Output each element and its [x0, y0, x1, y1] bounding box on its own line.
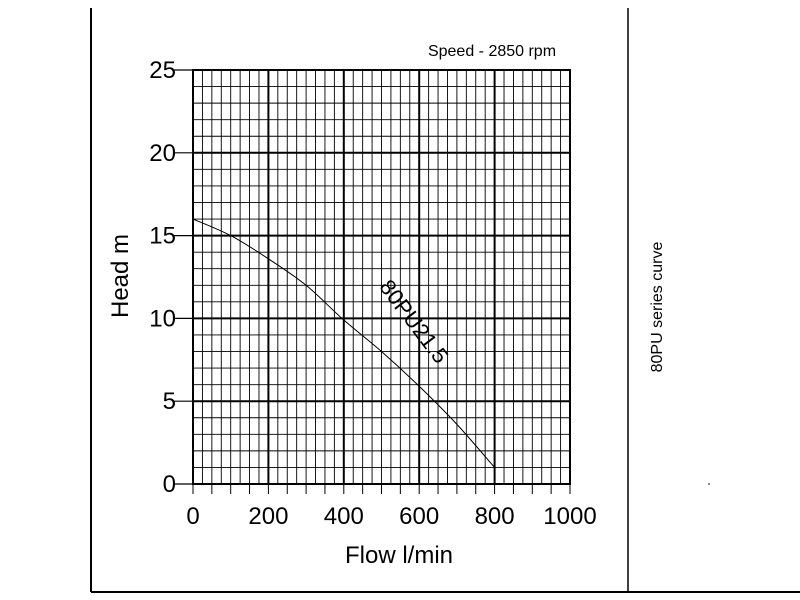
y-axis-title: Head m [107, 234, 134, 318]
series-line [192, 218, 495, 468]
side-note: 80PU series curve [649, 242, 666, 373]
x-tick-label: 400 [324, 503, 364, 530]
x-tick-label: 1000 [543, 503, 596, 530]
y-axis-ticks: 0 5 10 15 20 25 [149, 57, 193, 498]
chart-title: Speed - 2850 rpm [428, 43, 556, 60]
minor-grid [192, 69, 571, 485]
stray-dot [708, 483, 710, 485]
series-layer [192, 218, 495, 468]
y-tick-label: 0 [163, 471, 176, 498]
x-tick-label: 800 [475, 503, 515, 530]
series-label-80pu21-5: 80PU21.5 [375, 275, 454, 368]
y-tick-label: 25 [149, 57, 176, 84]
x-axis-ticks: 0 200 400 600 800 1000 [186, 484, 597, 530]
x-axis-title: Flow l/min [345, 542, 453, 569]
x-tick-label: 0 [186, 503, 199, 530]
y-tick-label: 15 [149, 223, 176, 250]
y-tick-label: 20 [149, 140, 176, 167]
y-tick-label: 5 [163, 388, 176, 415]
x-tick-label: 600 [399, 503, 439, 530]
x-tick-label: 200 [248, 503, 288, 530]
y-tick-label: 10 [149, 305, 176, 332]
